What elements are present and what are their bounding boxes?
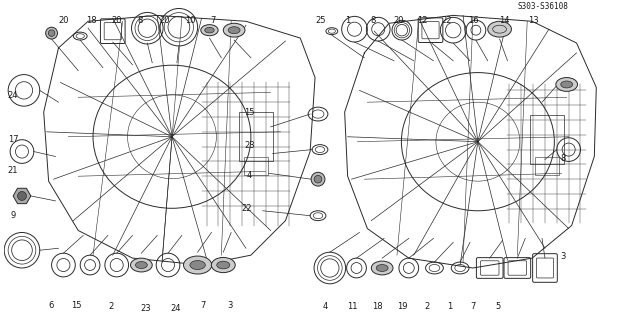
Circle shape bbox=[314, 175, 322, 183]
Text: 1: 1 bbox=[345, 16, 350, 25]
Circle shape bbox=[311, 172, 325, 186]
Ellipse shape bbox=[376, 265, 388, 271]
Text: 7: 7 bbox=[211, 16, 216, 25]
Ellipse shape bbox=[205, 28, 214, 33]
Text: 6: 6 bbox=[48, 300, 54, 309]
Text: 8: 8 bbox=[560, 154, 565, 163]
Ellipse shape bbox=[135, 261, 147, 268]
Text: 11: 11 bbox=[347, 302, 358, 311]
Ellipse shape bbox=[556, 77, 577, 91]
Text: 14: 14 bbox=[500, 16, 510, 25]
Text: 13: 13 bbox=[528, 16, 538, 25]
Polygon shape bbox=[13, 188, 31, 204]
Text: 10: 10 bbox=[184, 16, 195, 25]
Text: 2: 2 bbox=[425, 302, 430, 311]
Ellipse shape bbox=[217, 261, 230, 269]
Text: 23: 23 bbox=[244, 141, 255, 150]
Text: 3: 3 bbox=[560, 252, 565, 261]
Text: 7: 7 bbox=[470, 302, 475, 311]
Text: 2: 2 bbox=[108, 302, 114, 311]
Ellipse shape bbox=[371, 261, 393, 275]
Text: 5: 5 bbox=[495, 302, 500, 311]
Text: 25: 25 bbox=[315, 16, 325, 25]
Text: 17: 17 bbox=[8, 135, 19, 144]
Text: 18: 18 bbox=[372, 302, 383, 311]
Text: 16: 16 bbox=[468, 16, 479, 25]
Ellipse shape bbox=[211, 257, 235, 273]
Text: 9: 9 bbox=[10, 211, 16, 220]
Text: S303-S36108: S303-S36108 bbox=[517, 3, 568, 12]
Text: 20: 20 bbox=[111, 16, 121, 25]
Text: 3: 3 bbox=[227, 300, 232, 309]
Text: 24: 24 bbox=[170, 304, 181, 313]
Text: 24: 24 bbox=[8, 91, 19, 100]
Text: 20: 20 bbox=[394, 16, 404, 25]
Ellipse shape bbox=[561, 81, 572, 88]
Text: 22: 22 bbox=[441, 16, 452, 25]
Text: 23: 23 bbox=[140, 304, 151, 313]
Circle shape bbox=[46, 27, 57, 39]
Text: 7: 7 bbox=[200, 300, 206, 309]
Text: 15: 15 bbox=[71, 300, 82, 309]
Ellipse shape bbox=[228, 27, 240, 34]
Ellipse shape bbox=[190, 260, 205, 269]
Text: 20: 20 bbox=[59, 16, 70, 25]
Text: 22: 22 bbox=[241, 204, 252, 213]
Ellipse shape bbox=[184, 256, 212, 274]
Text: 20: 20 bbox=[160, 16, 170, 25]
Text: 8: 8 bbox=[371, 16, 376, 25]
Circle shape bbox=[48, 30, 55, 36]
Text: 19: 19 bbox=[397, 302, 408, 311]
Text: 4: 4 bbox=[323, 302, 328, 311]
Text: 15: 15 bbox=[244, 108, 255, 117]
Text: 21: 21 bbox=[8, 166, 19, 175]
Ellipse shape bbox=[131, 258, 152, 272]
Circle shape bbox=[17, 191, 26, 200]
Text: 18: 18 bbox=[85, 16, 96, 25]
Text: 8: 8 bbox=[137, 16, 142, 25]
Ellipse shape bbox=[487, 21, 512, 37]
Ellipse shape bbox=[201, 25, 218, 36]
Text: 4: 4 bbox=[247, 171, 253, 180]
Text: 1: 1 bbox=[447, 302, 452, 311]
Text: 12: 12 bbox=[417, 16, 427, 25]
Ellipse shape bbox=[223, 23, 245, 37]
